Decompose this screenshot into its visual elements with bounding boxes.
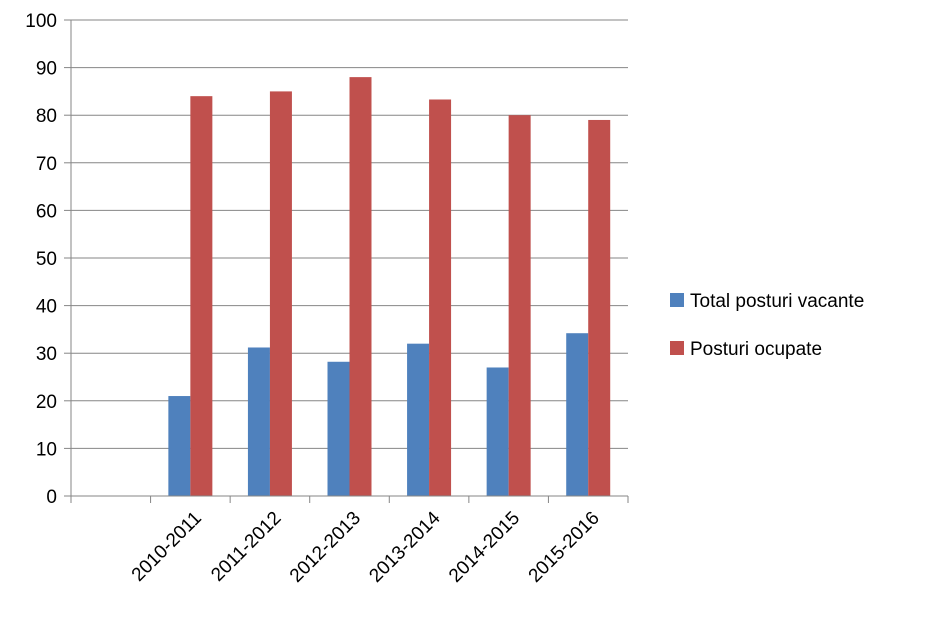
y-tick-label: 80 [36, 106, 57, 127]
bar-ocupate [588, 119, 611, 497]
legend-label: Total posturi vacante [690, 291, 864, 312]
y-tick-label: 90 [36, 59, 57, 80]
x-category-label: 2011-2012 [207, 508, 285, 586]
x-axis-category-labels: 2010-2011 2011-2012 2012-2013 2013-2014 2014… [128, 507, 604, 586]
bar-ocupate [508, 115, 531, 496]
x-category-label: 2012-2013 [286, 508, 365, 587]
bar-vacante [566, 333, 589, 496]
bar-vacante [327, 361, 350, 496]
y-tick-label: 20 [36, 392, 57, 413]
y-tick-label: 50 [36, 249, 57, 270]
x-category-label: 2015-2016 [525, 508, 604, 587]
bar-vacante [486, 367, 509, 496]
x-category-label: 2013-2014 [365, 507, 444, 586]
axes [64, 19, 629, 503]
x-category-label: 2010-2011 [128, 508, 206, 586]
bar-vacante [168, 396, 191, 496]
bar-ocupate [190, 96, 213, 496]
y-tick-label: 100 [25, 11, 57, 32]
bar-vacante [407, 343, 430, 496]
bars [168, 77, 611, 497]
legend-label: Posturi ocupate [690, 339, 822, 360]
bar-ocupate [349, 77, 372, 497]
legend: Total posturi vacante Posturi ocupate [670, 291, 864, 360]
y-tick-label: 0 [46, 487, 57, 508]
y-tick-label: 70 [36, 154, 57, 175]
y-tick-label: 10 [36, 439, 57, 460]
legend-swatch [670, 293, 684, 307]
y-axis-tick-labels: 0 10 20 30 40 50 60 70 80 90 100 [25, 11, 57, 508]
bar-vacante [247, 347, 270, 496]
legend-swatch [670, 341, 684, 355]
x-category-label: 2014-2015 [445, 508, 524, 587]
bar-ocupate [269, 91, 292, 497]
bar-ocupate [429, 99, 452, 496]
y-tick-label: 60 [36, 201, 57, 222]
y-tick-label: 30 [36, 344, 57, 365]
y-tick-label: 40 [36, 297, 57, 318]
